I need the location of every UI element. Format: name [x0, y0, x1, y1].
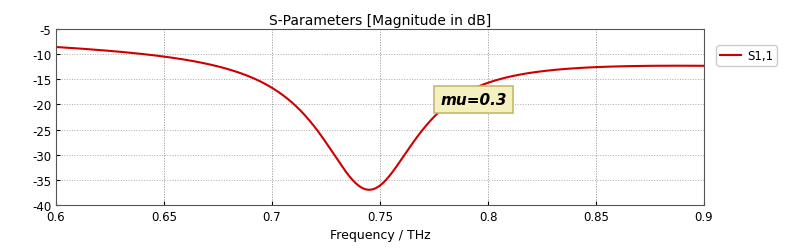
Text: mu=0.3: mu=0.3: [441, 92, 507, 108]
Legend: S1,1: S1,1: [716, 46, 777, 66]
X-axis label: Frequency / THz: Frequency / THz: [330, 228, 430, 241]
Title: S-Parameters [Magnitude in dB]: S-Parameters [Magnitude in dB]: [269, 14, 491, 28]
